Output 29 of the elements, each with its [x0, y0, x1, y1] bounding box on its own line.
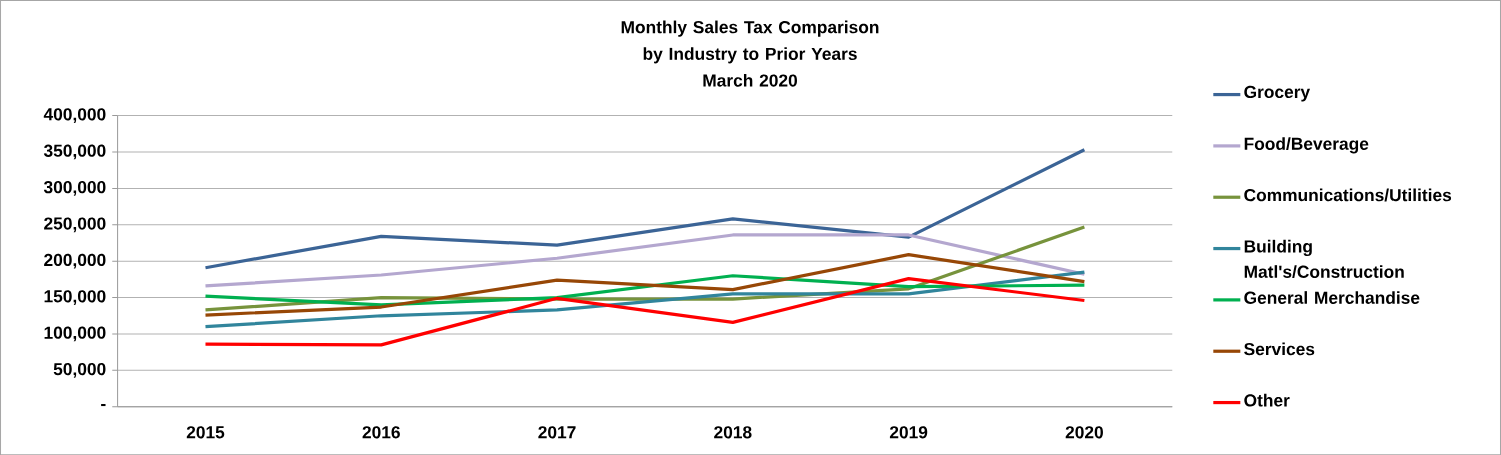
- legend-label: Grocery: [1244, 85, 1311, 102]
- y-tick-label: 350,000: [43, 144, 106, 160]
- legend-label: Services: [1244, 342, 1315, 356]
- y-tick-label: 50,000: [53, 362, 106, 378]
- y-tick-label: 300,000: [43, 180, 106, 196]
- x-tick-label: 2016: [362, 426, 400, 439]
- legend-label: Food/Beverage: [1244, 137, 1369, 154]
- x-tick-label: 2017: [538, 426, 576, 439]
- chart-title: Monthly Sales Tax Comparison by Industry to Prior Years: [621, 20, 879, 64]
- y-tick-label: 150,000: [44, 290, 106, 305]
- chart-subtitle: March 2020: [703, 73, 797, 87]
- line-series: [203, 148, 1086, 270]
- legend-label: Building Matl's/Construction: [1244, 239, 1404, 278]
- y-tick-label: 250,000: [44, 217, 106, 233]
- legend-label: Other: [1244, 393, 1290, 407]
- legend-label: Communications/Utilities: [1244, 188, 1452, 202]
- y-tick-label: 200,000: [44, 253, 106, 269]
- x-tick-label: 2018: [714, 426, 752, 439]
- line-series: [203, 233, 1086, 288]
- legend-label: General Merchandise: [1244, 291, 1420, 304]
- y-tick-label: 400,000: [43, 108, 106, 123]
- x-tick-label: 2015: [186, 426, 225, 439]
- line-series: [203, 252, 1086, 317]
- line-series: [203, 270, 1086, 329]
- x-tick-label: 2020: [1065, 426, 1103, 439]
- y-tick-label: -: [101, 403, 106, 406]
- line-series: [203, 276, 1086, 347]
- y-tick-label: 100,000: [44, 326, 106, 342]
- x-tick-label: 2019: [889, 426, 928, 439]
